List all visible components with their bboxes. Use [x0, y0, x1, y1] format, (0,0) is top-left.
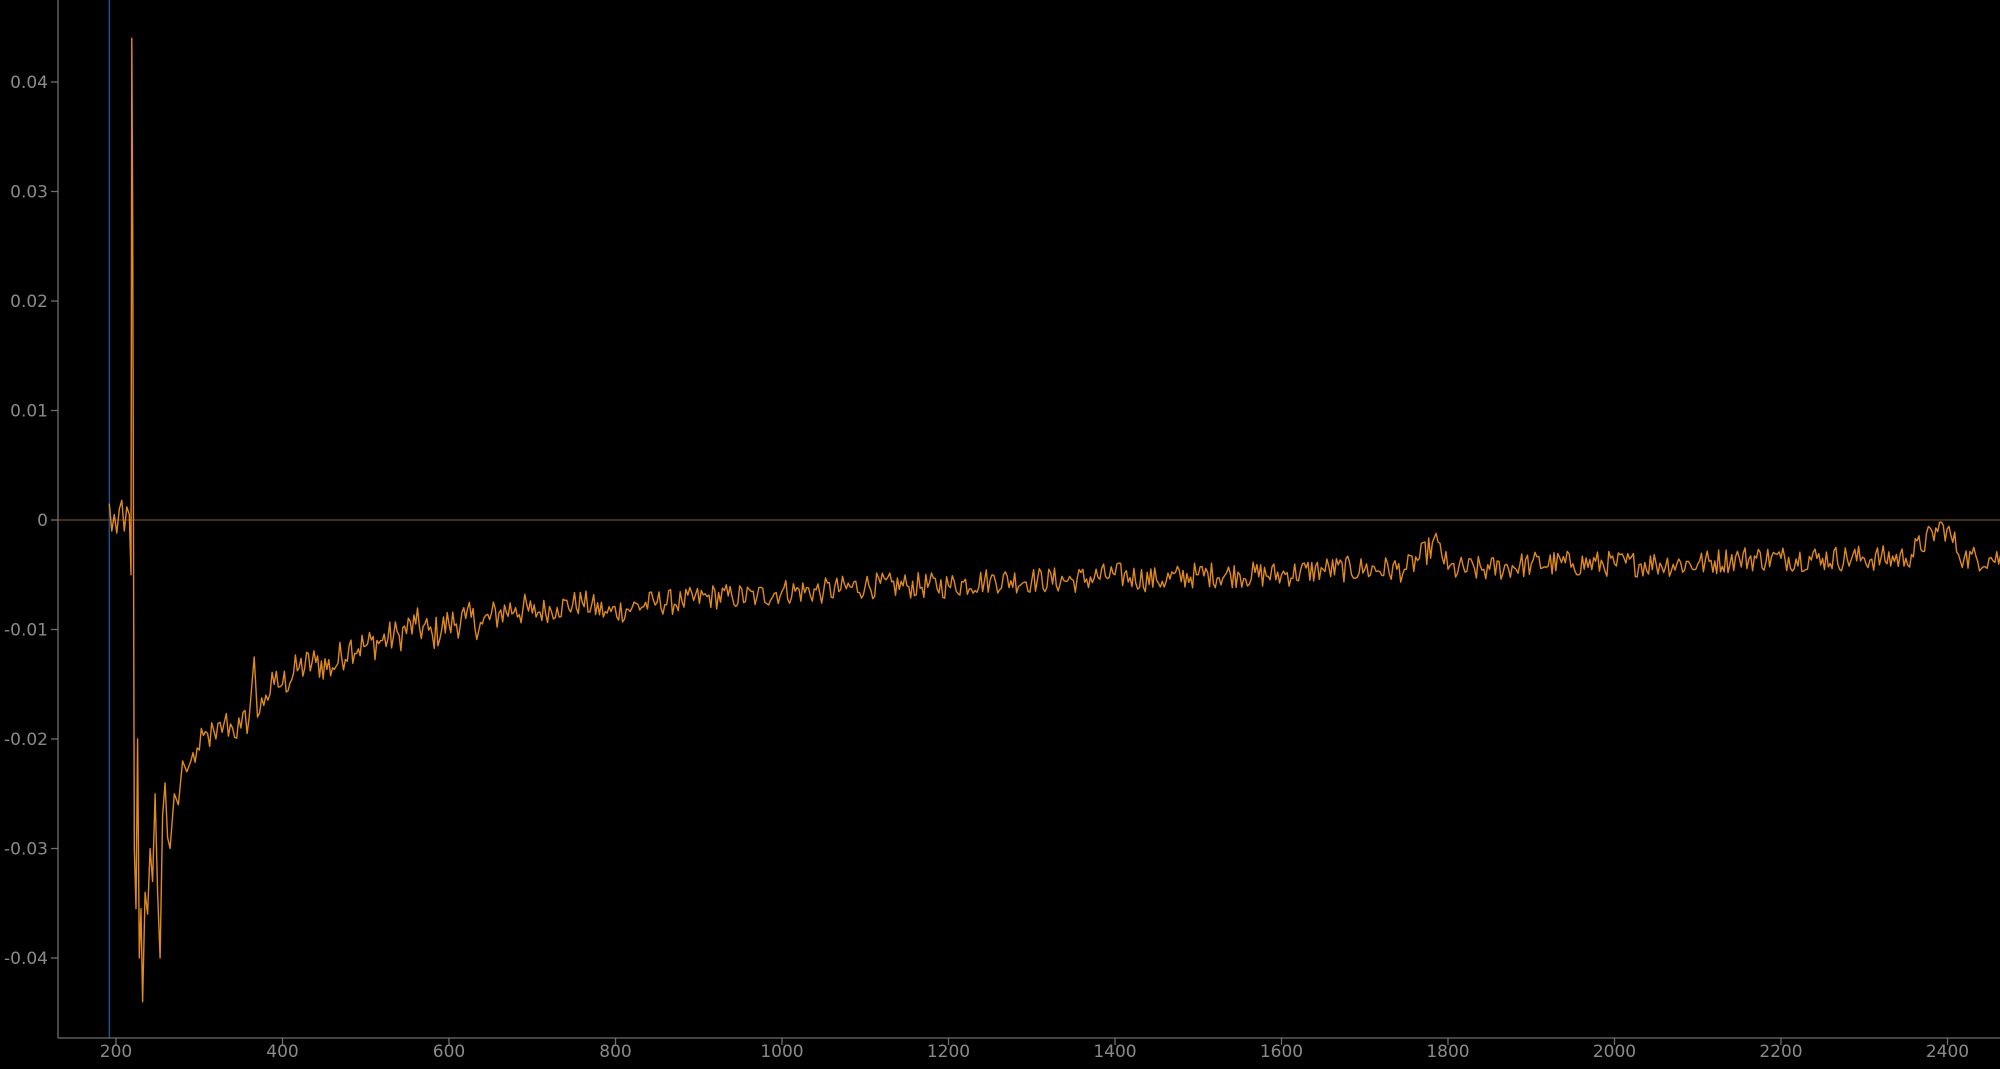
reference-lines [58, 0, 2000, 1038]
y-axis-ticks: 0.04 0.03 0.02 0.01 0 -0.01 -0.02 -0.03 -0.04 [4, 73, 58, 969]
x-tick-label: 1200 [927, 1042, 970, 1062]
x-tick-label: 800 [599, 1042, 631, 1062]
x-tick-label: 2400 [1926, 1042, 1969, 1062]
x-tick-label: 1600 [1260, 1042, 1303, 1062]
y-tick-label: -0.04 [4, 949, 48, 969]
y-tick-label: 0 [37, 511, 48, 531]
x-tick-label: 600 [433, 1042, 465, 1062]
x-tick-label: 1400 [1093, 1042, 1136, 1062]
x-tick-label: 1000 [760, 1042, 803, 1062]
y-tick-label: 0.01 [10, 402, 48, 422]
x-tick-label: 1800 [1426, 1042, 1469, 1062]
axes [57, 0, 2000, 1039]
y-tick-label: 0.02 [10, 292, 48, 312]
y-tick-label: -0.01 [4, 621, 48, 641]
series-layer [108, 37, 2000, 1003]
series-line-0 [108, 37, 2000, 1003]
y-tick-label: -0.02 [4, 730, 48, 750]
x-axis-ticks: 200 400 600 800 1000 1200 1400 1600 1800 2000 2200… [100, 1038, 1969, 1062]
x-tick-label: 2000 [1593, 1042, 1636, 1062]
x-tick-label: 2200 [1759, 1042, 1802, 1062]
y-tick-label: 0.03 [10, 183, 48, 203]
y-tick-label: -0.03 [4, 840, 48, 860]
y-tick-label: 0.04 [10, 73, 48, 93]
x-tick-label: 400 [266, 1042, 298, 1062]
x-tick-label: 200 [100, 1042, 132, 1062]
